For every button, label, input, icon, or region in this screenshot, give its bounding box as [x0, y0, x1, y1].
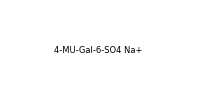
Text: 4-MU-Gal-6-SO4 Na+: 4-MU-Gal-6-SO4 Na+ — [54, 46, 143, 55]
